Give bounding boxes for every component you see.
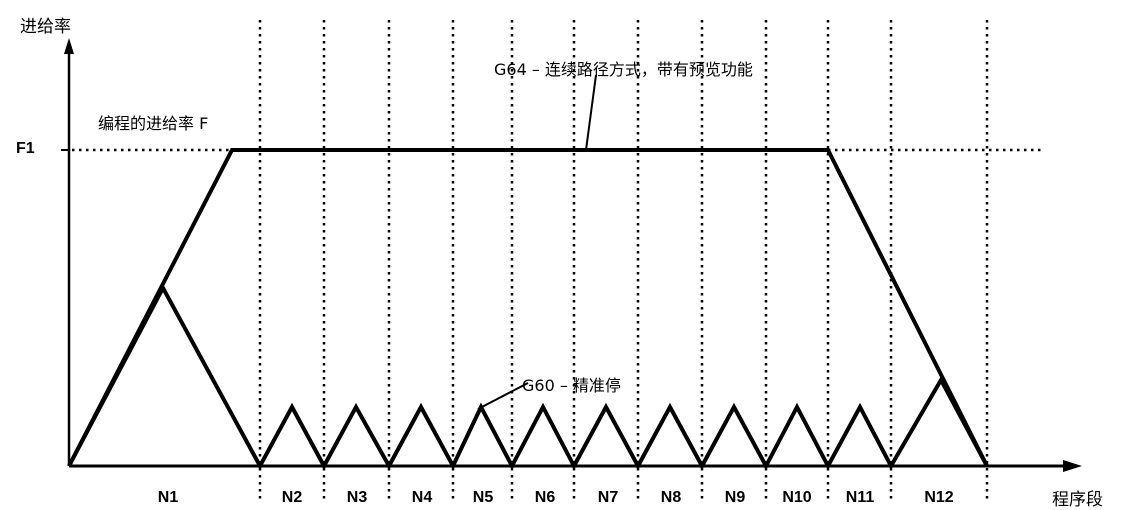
block-label-n10: N10 (782, 489, 812, 506)
block-label-n6: N6 (534, 489, 556, 506)
g64-profile (67, 148, 989, 467)
g64-label: G64 – 连续路径方式，带有预览功能 (494, 60, 753, 79)
block-boundaries (258, 20, 989, 500)
y-axis-title: 进给率 (20, 17, 71, 37)
block-label-n12: N12 (924, 489, 954, 506)
g60-label: G60 – 精准停 (522, 376, 621, 395)
x-axis-arrow (1063, 460, 1082, 472)
x-axis-title: 程序段 (1052, 490, 1103, 510)
g60-profile (67, 283, 989, 471)
y-axis-arrow (64, 38, 74, 54)
block-label-n5: N5 (472, 489, 494, 506)
block-label-n9: N9 (724, 489, 746, 506)
f1-level-label: F1 (16, 140, 35, 157)
g60-leader (477, 382, 529, 410)
block-label-n1: N1 (157, 489, 179, 506)
block-label-n2: N2 (281, 489, 303, 506)
block-label-n3: N3 (346, 489, 368, 506)
block-label-n11: N11 (845, 489, 875, 506)
block-label-n4: N4 (411, 489, 433, 506)
g64-leader (585, 74, 597, 151)
block-label-n8: N8 (660, 489, 682, 506)
block-label-n7: N7 (597, 489, 619, 506)
programmed-feed-label: 编程的进给率 F (98, 114, 209, 133)
